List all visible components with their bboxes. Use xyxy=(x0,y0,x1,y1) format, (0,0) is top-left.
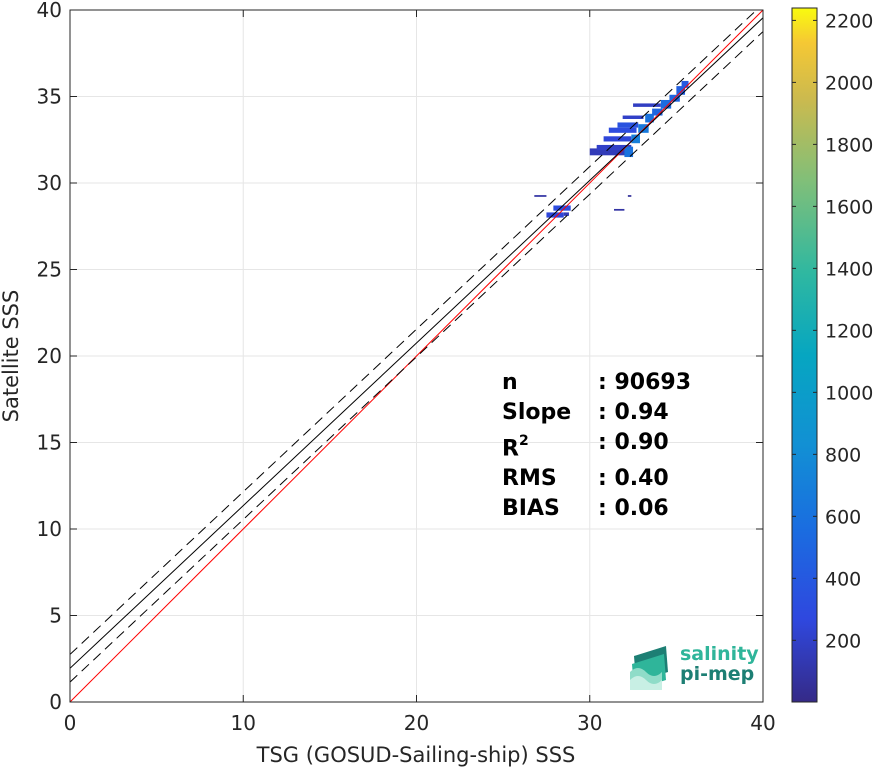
colorbar-tick-label: 800 xyxy=(825,444,861,466)
stat-rms: RMS : 0.40 xyxy=(502,464,691,494)
density-bin xyxy=(676,86,686,95)
stat-r2-label: R2 xyxy=(502,433,529,462)
density-bin xyxy=(534,195,547,197)
density-bin xyxy=(614,208,625,211)
stat-n-label: n xyxy=(502,370,518,395)
logo-line2: pi-mep xyxy=(680,663,755,685)
axes: 0 10 20 30 40 0 5 10 15 20 25 30 35 40 xyxy=(37,0,776,735)
density-bin xyxy=(645,113,654,123)
y-tick-label: 20 xyxy=(37,344,62,368)
stat-rms-label: RMS xyxy=(502,466,557,492)
stats-box: n: 90693 Slope: 0.94 R2: 0.90 RMS: 0.40 … xyxy=(502,368,691,524)
stat-r2: R2 : 0.90 xyxy=(502,428,691,464)
one-to-one-line xyxy=(70,10,763,702)
colorbar xyxy=(791,7,818,703)
wave-logo-icon xyxy=(630,646,668,690)
density-bin xyxy=(553,205,571,211)
density-bin xyxy=(546,212,564,218)
density-bin xyxy=(624,146,634,158)
fit-plus-2rms-line xyxy=(70,10,758,655)
colorbar-tick-label: 1400 xyxy=(825,258,873,280)
y-tick-label: 0 xyxy=(49,690,62,714)
y-tick-label: 15 xyxy=(37,431,62,455)
colorbar-tick-label: 600 xyxy=(825,506,861,528)
density-bin xyxy=(652,108,663,116)
density-bin xyxy=(617,122,639,128)
x-tick-label: 10 xyxy=(231,711,256,735)
colorbar-tick-label: 2000 xyxy=(825,72,873,94)
stat-n-value: : 90693 xyxy=(598,370,691,395)
reference-lines xyxy=(70,10,763,702)
stat-slope: Slope : 0.94 xyxy=(502,398,691,428)
colorbar-tick-label: 2200 xyxy=(825,10,873,32)
density-bin xyxy=(633,103,661,107)
density-bin xyxy=(638,124,649,133)
y-tick-label: 5 xyxy=(49,604,62,628)
density-bin xyxy=(660,99,672,109)
regression-fit-line xyxy=(70,17,763,669)
stat-r2-sup: 2 xyxy=(518,433,529,449)
colorbar-tick-label: 1200 xyxy=(825,320,873,342)
density-bin xyxy=(627,195,632,197)
stat-slope-value: : 0.94 xyxy=(598,400,669,425)
colorbar-tick-label: 1000 xyxy=(825,382,873,404)
density-bin xyxy=(603,136,632,142)
density-bin xyxy=(608,127,637,133)
density-bin xyxy=(622,115,644,119)
colorbar-tick-label: 400 xyxy=(825,568,861,590)
y-tick-label: 30 xyxy=(37,171,62,195)
stat-bias: BIAS : 0.06 xyxy=(502,494,691,524)
stat-r2-value: : 0.90 xyxy=(598,430,669,455)
salinity-pimep-logo: salinity pi-mep xyxy=(628,640,760,692)
x-tick-label: 30 xyxy=(577,711,602,735)
logo-line1: salinity xyxy=(680,643,759,665)
density-bin xyxy=(681,80,689,88)
y-tick-label: 10 xyxy=(37,517,62,541)
x-tick-label: 20 xyxy=(404,711,429,735)
density-bin xyxy=(563,212,569,216)
y-tick-label: 40 xyxy=(37,0,62,22)
colorbar-tick-label: 1800 xyxy=(825,134,873,156)
y-tick-label: 25 xyxy=(37,258,62,282)
density-bins xyxy=(534,80,689,218)
colorbar-ticks: 200 400 600 800 1000 1200 1400 1600 1800 2000 2200 xyxy=(792,10,873,652)
x-tick-label: 40 xyxy=(750,711,775,735)
colorbar-tick-label: 200 xyxy=(825,630,861,652)
stat-bias-value: : 0.06 xyxy=(598,496,669,522)
density-bin xyxy=(589,148,628,156)
x-axis-title: TSG (GOSUD-Sailing-ship) SSS xyxy=(256,743,576,767)
stat-slope-label: Slope xyxy=(502,400,572,425)
y-axis-title: Satellite SSS xyxy=(0,290,23,423)
y-tick-label: 35 xyxy=(37,85,62,109)
fit-minus-2rms-line xyxy=(70,31,763,683)
density-bin xyxy=(631,134,640,144)
colorbar-tick-label: 1600 xyxy=(825,196,873,218)
stat-n: n : 90693 xyxy=(502,368,691,398)
stat-rms-value: : 0.40 xyxy=(598,466,669,492)
density-bin xyxy=(596,144,632,151)
x-tick-label: 0 xyxy=(64,711,77,735)
stat-bias-label: BIAS xyxy=(502,496,560,522)
